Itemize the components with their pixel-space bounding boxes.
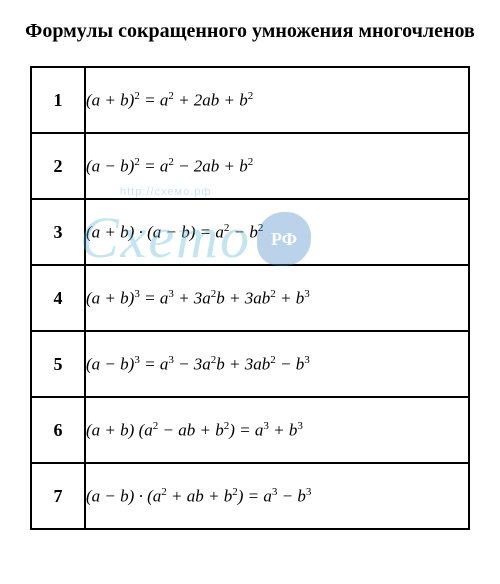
formula-cell: (a + b) · (a − b) = a2 − b2: [85, 199, 469, 265]
table-row: 2(a − b)2 = a2 − 2ab + b2: [31, 133, 469, 199]
row-number: 2: [31, 133, 85, 199]
table-row: 7(a − b) · (a2 + ab + b2) = a3 − b3: [31, 463, 469, 529]
row-number: 3: [31, 199, 85, 265]
formula-cell: (a − b)3 = a3 − 3a2b + 3ab2 − b3: [85, 331, 469, 397]
row-number: 1: [31, 67, 85, 133]
table-wrapper: http://схемо.рф Cхemo РФ 1(a + b)2 = a2 …: [30, 66, 470, 530]
formula-cell: (a + b)3 = a3 + 3a2b + 3ab2 + b3: [85, 265, 469, 331]
table-row: 5(a − b)3 = a3 − 3a2b + 3ab2 − b3: [31, 331, 469, 397]
table-row: 4(a + b)3 = a3 + 3a2b + 3ab2 + b3: [31, 265, 469, 331]
formula-cell: (a − b)2 = a2 − 2ab + b2: [85, 133, 469, 199]
page-title: Формулы сокращенного умножения многочлен…: [25, 18, 475, 44]
formula-table: 1(a + b)2 = a2 + 2ab + b22(a − b)2 = a2 …: [30, 66, 470, 530]
row-number: 6: [31, 397, 85, 463]
row-number: 4: [31, 265, 85, 331]
formula-cell: (a + b) (a2 − ab + b2) = a3 + b3: [85, 397, 469, 463]
table-row: 6(a + b) (a2 − ab + b2) = a3 + b3: [31, 397, 469, 463]
formula-cell: (a − b) · (a2 + ab + b2) = a3 − b3: [85, 463, 469, 529]
row-number: 7: [31, 463, 85, 529]
table-row: 1(a + b)2 = a2 + 2ab + b2: [31, 67, 469, 133]
row-number: 5: [31, 331, 85, 397]
table-row: 3(a + b) · (a − b) = a2 − b2: [31, 199, 469, 265]
formula-cell: (a + b)2 = a2 + 2ab + b2: [85, 67, 469, 133]
